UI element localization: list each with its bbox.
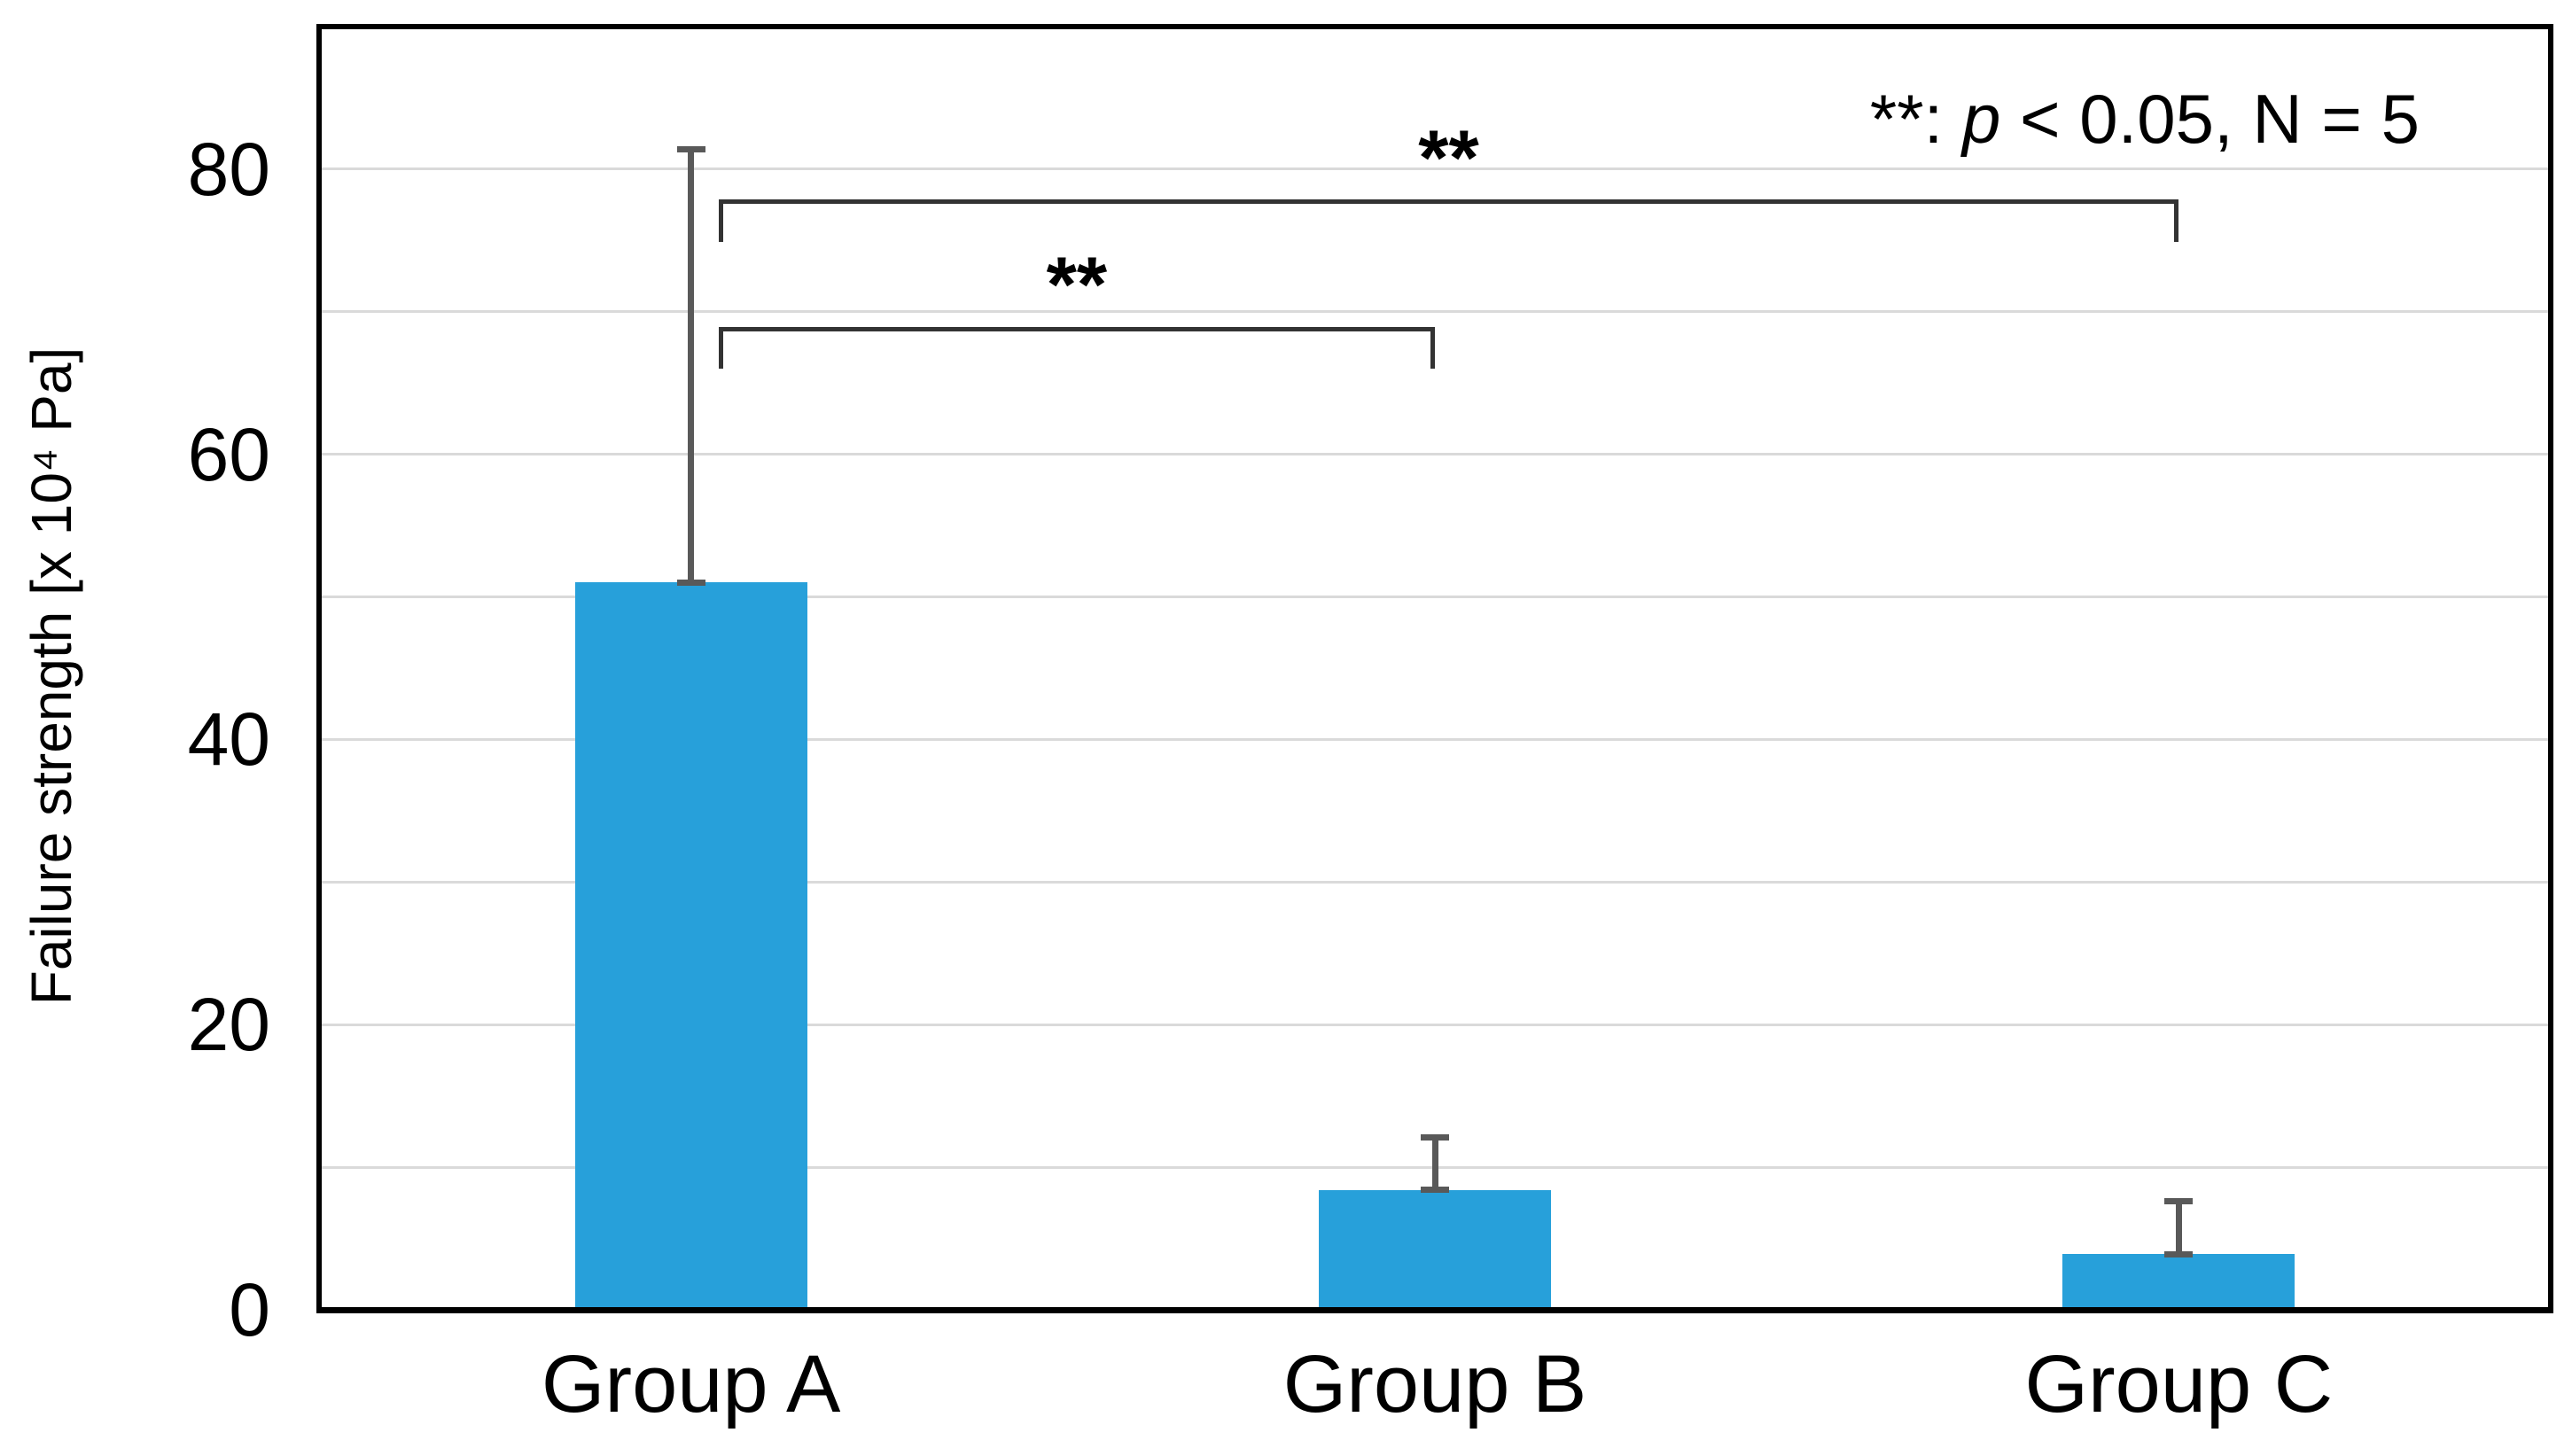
bar bbox=[574, 582, 807, 1310]
significance-bracket-end bbox=[718, 201, 723, 242]
gridline bbox=[322, 880, 2548, 884]
error-bar-cap-bottom bbox=[676, 579, 705, 586]
significance-legend-p: p bbox=[1961, 80, 2001, 158]
significance-label: ** bbox=[1046, 240, 1108, 329]
error-bar-line bbox=[2175, 1201, 2182, 1255]
significance-bracket bbox=[718, 326, 1435, 331]
significance-bracket-end bbox=[718, 329, 723, 370]
gridline bbox=[322, 167, 2548, 171]
y-tick-label: 20 bbox=[187, 983, 270, 1067]
significance-label: ** bbox=[1418, 113, 1479, 201]
significance-legend: **: p < 0.05, N = 5 bbox=[1870, 82, 2420, 156]
error-bar-cap-top bbox=[1421, 1133, 1449, 1141]
x-tick-label: Group A bbox=[541, 1339, 841, 1429]
x-tick-label: Group B bbox=[1282, 1339, 1587, 1429]
bar bbox=[2062, 1254, 2295, 1310]
y-tick-label: 60 bbox=[187, 412, 270, 496]
significance-legend-text: < 0.05, N = 5 bbox=[2000, 80, 2420, 158]
bar bbox=[1319, 1189, 1551, 1310]
error-bar-cap-top bbox=[676, 145, 705, 152]
y-axis-title: Failure strength [x 10⁴ Pa] bbox=[19, 346, 83, 1006]
significance-bracket bbox=[718, 199, 2179, 205]
gridline bbox=[322, 737, 2548, 741]
error-bar-cap-bottom bbox=[1421, 1187, 1449, 1194]
gridline bbox=[322, 310, 2548, 314]
gridline bbox=[322, 1023, 2548, 1026]
significance-legend-symbol: **: bbox=[1869, 80, 1962, 158]
gridline bbox=[322, 453, 2548, 456]
gridline bbox=[322, 596, 2548, 599]
significance-bracket-end bbox=[2174, 201, 2179, 242]
x-tick-label: Group C bbox=[2024, 1339, 2334, 1429]
error-bar-line bbox=[688, 149, 695, 583]
error-bar-cap-bottom bbox=[2164, 1250, 2194, 1257]
error-bar-line bbox=[1431, 1137, 1438, 1190]
significance-bracket-end bbox=[1430, 329, 1435, 370]
y-tick-label: 40 bbox=[187, 697, 270, 782]
y-tick-label: 0 bbox=[229, 1268, 270, 1351]
y-tick-label: 80 bbox=[187, 127, 270, 211]
error-bar-cap-top bbox=[2164, 1198, 2194, 1205]
